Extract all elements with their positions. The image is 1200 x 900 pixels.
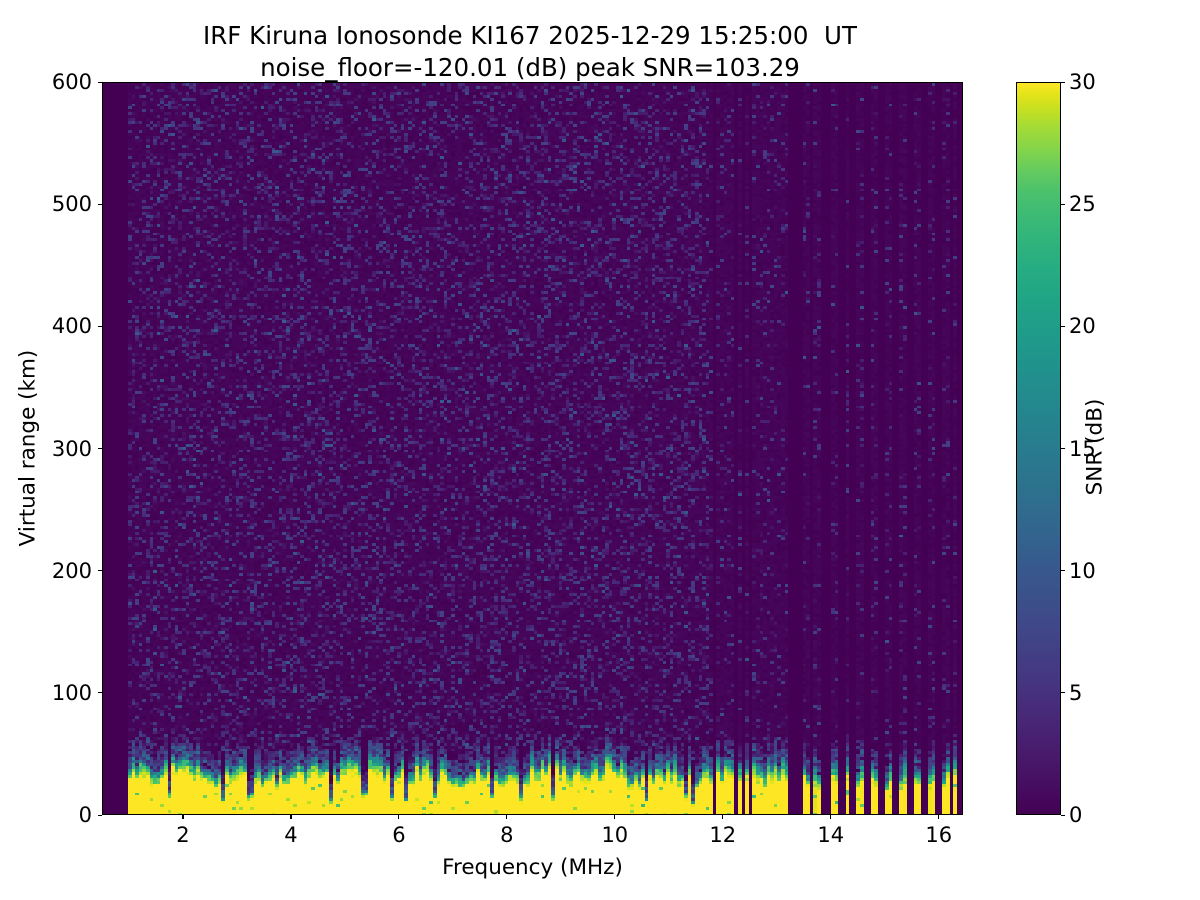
heatmap-axes[interactable] xyxy=(102,82,963,815)
y-axis-label: Virtual range (km) xyxy=(15,349,41,547)
x-tick-mark xyxy=(614,815,616,819)
x-tick-label: 14 xyxy=(817,823,845,847)
ionogram-heatmap-canvas[interactable] xyxy=(103,83,962,814)
x-tick-mark xyxy=(290,815,292,819)
colorbar[interactable] xyxy=(1016,82,1061,815)
y-tick-mark xyxy=(98,692,102,694)
x-tick-label: 10 xyxy=(601,823,629,847)
colorbar-tick-mark xyxy=(1061,448,1065,450)
colorbar-tick-mark xyxy=(1061,692,1065,694)
x-tick-mark xyxy=(182,815,184,819)
x-tick-mark xyxy=(398,815,400,819)
y-tick-mark xyxy=(98,325,102,327)
y-tick-label: 100 xyxy=(51,680,92,705)
y-tick-mark xyxy=(98,814,102,816)
colorbar-tick-label: 0 xyxy=(1069,803,1083,827)
colorbar-label: SNR (dB) xyxy=(1082,398,1108,496)
colorbar-tick-mark xyxy=(1061,203,1065,205)
y-tick-label: 400 xyxy=(51,314,92,339)
y-tick-mark xyxy=(98,448,102,450)
colorbar-tick-label: 20 xyxy=(1069,314,1096,339)
colorbar-tick-label: 25 xyxy=(1069,192,1096,217)
colorbar-tick-label: 15 xyxy=(1069,436,1096,461)
y-tick-label: 600 xyxy=(51,70,92,94)
colorbar-tick-label: 5 xyxy=(1069,680,1083,705)
x-tick-label: 8 xyxy=(500,823,514,847)
y-tick-mark xyxy=(98,203,102,205)
x-tick-mark xyxy=(506,815,508,819)
colorbar-tick-mark xyxy=(1061,325,1065,327)
figure-title: IRF Kiruna Ionosonde KI167 2025-12-29 15… xyxy=(0,20,1060,84)
x-tick-label: 2 xyxy=(176,823,190,847)
colorbar-tick-label: 30 xyxy=(1069,70,1096,94)
colorbar-tick-mark xyxy=(1061,570,1065,572)
x-axis-label: Frequency (MHz) xyxy=(442,855,623,880)
x-tick-label: 12 xyxy=(709,823,737,847)
y-tick-mark xyxy=(98,81,102,83)
y-tick-label: 0 xyxy=(78,803,92,827)
y-tick-label: 500 xyxy=(51,192,92,217)
title-line-1: IRF Kiruna Ionosonde KI167 2025-12-29 15… xyxy=(203,21,857,50)
x-tick-mark xyxy=(938,815,940,819)
x-tick-mark xyxy=(830,815,832,819)
x-tick-label: 4 xyxy=(284,823,298,847)
x-tick-label: 6 xyxy=(392,823,406,847)
colorbar-gradient xyxy=(1017,83,1060,814)
colorbar-tick-mark xyxy=(1061,81,1065,83)
colorbar-tick-mark xyxy=(1061,814,1065,816)
y-tick-label: 200 xyxy=(51,558,92,583)
y-tick-mark xyxy=(98,570,102,572)
x-tick-mark xyxy=(722,815,724,819)
y-tick-label: 300 xyxy=(51,436,92,461)
title-line-2: noise_floor=-120.01 (dB) peak SNR=103.29 xyxy=(260,52,800,82)
x-tick-label: 16 xyxy=(925,823,953,847)
colorbar-tick-label: 10 xyxy=(1069,558,1096,583)
